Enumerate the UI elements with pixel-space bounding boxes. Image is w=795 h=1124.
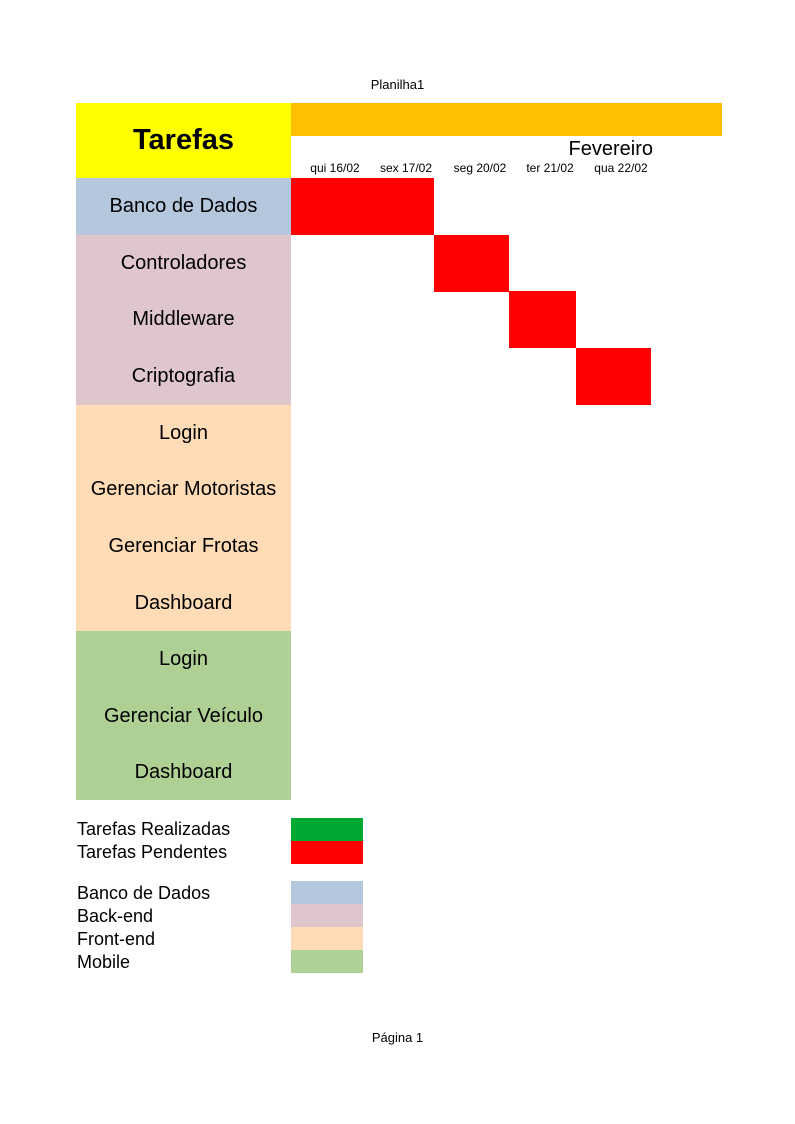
task-label: Dashboard [134, 592, 233, 614]
legend-swatch-backend [291, 904, 363, 927]
month-bar [291, 103, 722, 136]
task-row-backend: Middleware [76, 291, 291, 348]
day-label: seg 20/02 [453, 161, 507, 175]
legend-swatch-database [291, 881, 363, 904]
task-row-mobile: Gerenciar Veículo [76, 688, 291, 745]
gantt-bar-controladores [434, 235, 509, 292]
task-row-mobile: Dashboard [76, 744, 291, 800]
tasks-header: Tarefas [76, 103, 291, 178]
task-label: Gerenciar Motoristas [90, 478, 277, 500]
page-number: Página 1 [371, 1030, 424, 1045]
day-label: qui 16/02 [310, 161, 360, 175]
legend-swatch-done [291, 818, 363, 841]
day-label: ter 21/02 [526, 161, 574, 175]
legend-label-frontend: Front-end [77, 929, 156, 949]
legend-swatch-frontend [291, 927, 363, 950]
legend-label-database: Banco de Dados [77, 883, 211, 903]
month-label: Fevereiro [568, 138, 653, 160]
task-label: Dashboard [134, 760, 233, 783]
task-row-frontend: Login [76, 405, 291, 462]
sheet-name: Planilha1 [370, 77, 425, 92]
day-label: qua 22/02 [594, 161, 648, 175]
task-row-backend: Criptografia [76, 348, 291, 405]
task-row-database: Banco de Dados [76, 178, 291, 235]
gantt-bar-middleware [509, 291, 576, 348]
legend-swatch-pending [291, 841, 363, 864]
task-row-frontend: Dashboard [76, 575, 291, 632]
legend-label-pending: Tarefas Pendentes [77, 842, 228, 862]
legend-label-mobile: Mobile [77, 952, 131, 972]
task-row-mobile: Login [76, 631, 291, 688]
task-label: Banco de Dados [109, 195, 258, 217]
task-row-frontend: Gerenciar Frotas [76, 518, 291, 575]
task-label: Controladores [120, 252, 247, 274]
task-label: Middleware [132, 308, 235, 330]
task-label: Criptografia [131, 365, 236, 387]
day-label: sex 17/02 [379, 161, 433, 175]
task-label: Gerenciar Veículo [104, 705, 263, 727]
legend-label-done: Tarefas Realizadas [77, 819, 231, 839]
task-row-frontend: Gerenciar Motoristas [76, 461, 291, 518]
task-label: Gerenciar Frotas [108, 535, 259, 557]
task-row-backend: Controladores [76, 235, 291, 292]
task-label: Login [159, 422, 208, 444]
gantt-bar-criptografia [576, 348, 651, 405]
legend-label-backend: Back-end [77, 906, 154, 926]
task-label: Login [159, 648, 208, 670]
legend-swatch-mobile [291, 950, 363, 973]
gantt-bar-banco-de-dados [291, 178, 434, 235]
